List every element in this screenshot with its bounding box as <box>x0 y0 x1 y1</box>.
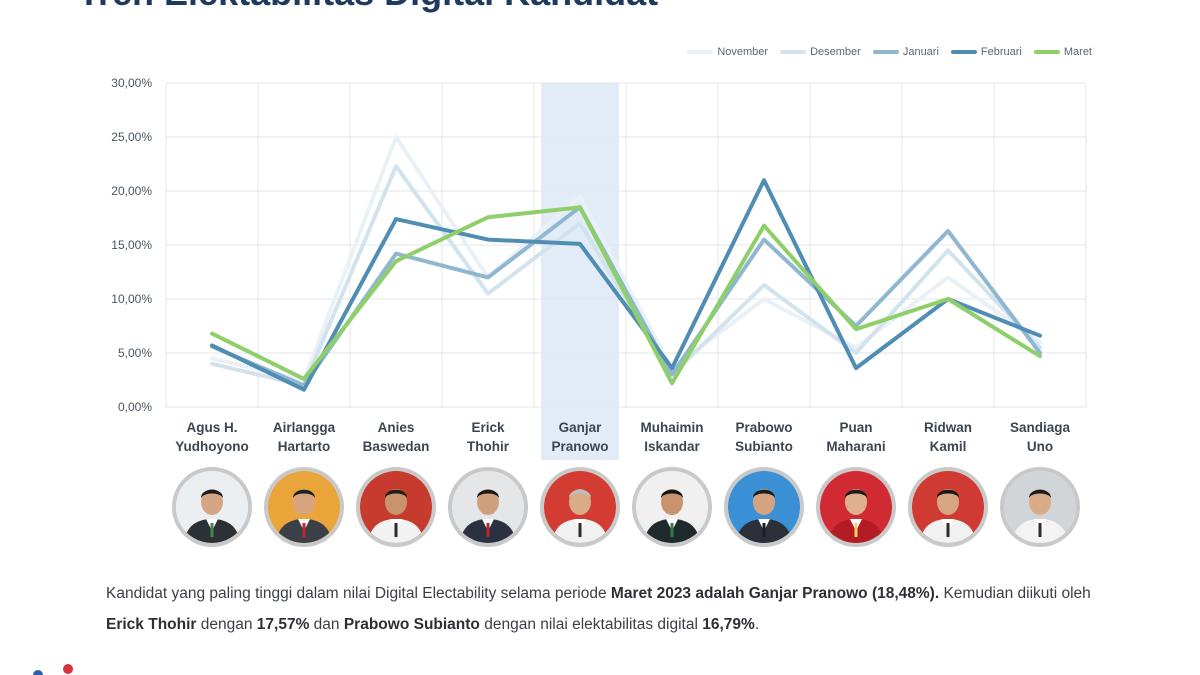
x-tick-label: Ridwan <box>924 420 972 435</box>
candidate-avatar <box>448 467 528 547</box>
y-tick-label: 30,00% <box>111 76 152 90</box>
legend-item: Februari <box>950 46 1022 58</box>
candidate-avatar <box>724 467 804 547</box>
portrait-icon <box>728 471 800 543</box>
legend-label: Maret <box>1063 46 1092 58</box>
y-tick-label: 20,00% <box>111 184 152 198</box>
portrait-icon <box>360 471 432 543</box>
portrait-icon <box>176 471 248 543</box>
line-chart: 0,00% 5,00% 10,00% 15,00% 20,00% 25,00% 30,00%… <box>111 76 1087 460</box>
x-tick-label: Baswedan <box>363 439 430 454</box>
candidate-avatar <box>264 467 344 547</box>
candidate-avatar <box>816 467 896 547</box>
summary-highlight: Maret 2023 adalah Ganjar Pranowo (18,48%… <box>610 585 940 602</box>
summary-text: Kandidat yang paling tinggi dalam nilai … <box>106 578 1126 640</box>
x-tick-label: Kamil <box>930 439 967 454</box>
y-tick-label: 25,00% <box>111 130 152 144</box>
legend-item: Januari <box>872 46 939 58</box>
x-tick-label: Iskandar <box>644 439 700 454</box>
summary-text-part: Kemudian diikuti oleh <box>939 585 1091 602</box>
legend-swatch <box>1033 50 1060 54</box>
series-line-maret <box>210 205 1042 386</box>
highlight-column <box>541 83 619 460</box>
x-tick-label: Yudhoyono <box>175 439 249 454</box>
chart-legend: November Desember Januari Februari Maret <box>687 46 1092 58</box>
portrait-icon <box>544 471 616 543</box>
legend-swatch <box>872 50 899 54</box>
legend-label: November <box>717 46 769 58</box>
y-tick-label: 15,00% <box>111 238 152 252</box>
legend-item: Desember <box>780 46 861 58</box>
x-tick-label: Hartarto <box>278 439 331 454</box>
x-tick-label: Agus H. <box>186 420 237 435</box>
portrait-icon <box>452 471 524 543</box>
summary-highlight: 16,79% <box>702 616 755 633</box>
summary-text-part: dan <box>309 616 344 633</box>
x-tick-label: Puan <box>839 420 872 435</box>
legend-item: November <box>687 46 768 58</box>
portrait-icon <box>636 471 708 543</box>
y-tick-label: 10,00% <box>111 292 152 306</box>
series-line-februari <box>210 178 1042 392</box>
legend-swatch <box>687 50 714 54</box>
legend-swatch <box>950 50 977 54</box>
summary-text-part: Kandidat yang paling tinggi dalam nilai … <box>106 585 611 602</box>
x-tick-label: Thohir <box>467 439 510 454</box>
summary-highlight: Erick Thohir <box>106 616 197 633</box>
candidate-avatar <box>172 467 252 547</box>
portrait-icon <box>1004 471 1076 543</box>
page-title: Tren Elektabilitas Digital Kandidat <box>78 0 658 14</box>
x-tick-label: Muhaimin <box>641 420 704 435</box>
brand-logo-fragment <box>33 664 73 675</box>
legend-swatch <box>780 50 807 54</box>
candidate-avatar <box>1000 467 1080 547</box>
portrait-icon <box>820 471 892 543</box>
portrait-icon <box>912 471 984 543</box>
y-tick-label: 0,00% <box>118 400 152 414</box>
candidate-avatar <box>632 467 712 547</box>
legend-item: Maret <box>1033 46 1092 58</box>
x-tick-label: Subianto <box>735 439 793 454</box>
x-tick-label: Airlangga <box>273 420 336 435</box>
candidate-avatar <box>908 467 988 547</box>
x-tick-label: Pranowo <box>551 439 608 454</box>
candidate-avatar <box>356 467 436 547</box>
summary-highlight: 17,57% <box>256 616 310 633</box>
x-tick-label: Anies <box>378 420 415 435</box>
x-tick-label: Sandiaga <box>1010 420 1071 435</box>
x-tick-label: Maharani <box>826 439 885 454</box>
legend-label: Desember <box>810 46 861 58</box>
summary-text-part: dengan nilai elektabilitas digital <box>479 616 703 633</box>
legend-label: Februari <box>980 46 1022 58</box>
portrait-icon <box>268 471 340 543</box>
x-tick-label: Uno <box>1027 439 1053 454</box>
x-tick-label: Prabowo <box>735 420 792 435</box>
summary-highlight: Prabowo Subianto <box>343 616 480 633</box>
x-tick-label: Ganjar <box>559 420 603 435</box>
summary-text-part: dengan <box>196 616 257 633</box>
summary-text-part: . <box>754 616 760 633</box>
legend-label: Januari <box>902 46 939 58</box>
candidate-avatar <box>540 467 620 547</box>
y-tick-label: 5,00% <box>118 346 152 360</box>
x-tick-label: Erick <box>471 420 505 435</box>
candidate-portraits <box>0 464 1200 547</box>
